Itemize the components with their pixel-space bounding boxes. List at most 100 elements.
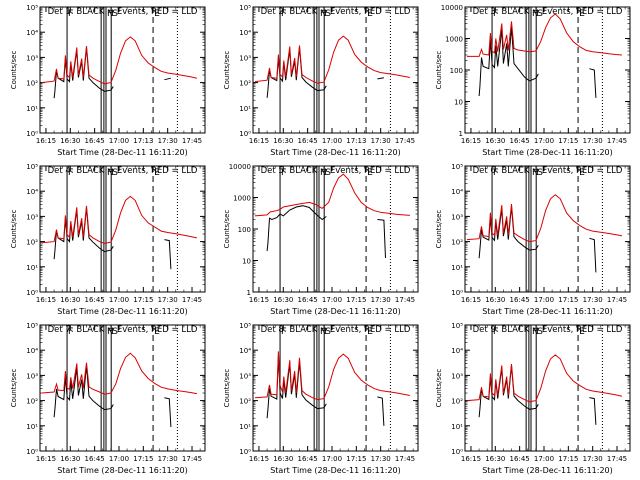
y-tick-label: 10⁰	[26, 448, 38, 456]
y-tick-label: 100	[450, 67, 463, 75]
y-tick-label: 10⁰	[26, 289, 38, 297]
x-tick-label: 17:45	[607, 137, 627, 145]
y-tick-label: 10²	[451, 398, 463, 406]
marker-label-n: N	[532, 168, 539, 178]
x-tick-label: 16:15	[461, 137, 481, 145]
y-tick-label: 1	[247, 289, 251, 297]
marker-label-e: E	[154, 9, 160, 19]
y-tick-label: 10⁰	[451, 448, 463, 456]
marker-label-e: E	[579, 327, 585, 337]
marker-label-s: S	[112, 9, 118, 19]
panel-title: Det 1: BLACK = Events, RED = LLD	[48, 7, 198, 17]
y-tick-label: 10³	[451, 213, 463, 221]
y-tick-label: 10²	[26, 239, 38, 247]
y-tick-label: 10¹	[239, 105, 251, 113]
marker-label-f: F	[493, 168, 498, 178]
detector-panel-8: 10⁰ 10¹ 10² 10³ 10⁴ 10⁵ 16:15 16:30 16:45 17:00 17…	[223, 322, 419, 475]
lld-series-line	[466, 13, 622, 57]
plot-frame	[464, 165, 631, 293]
x-tick-label: 16:45	[510, 296, 530, 304]
x-tick-label: 17:15	[133, 455, 153, 463]
x-tick-label: 17:30	[583, 137, 603, 145]
lld-series-line	[254, 351, 410, 401]
y-tick-label: 10⁵	[451, 322, 463, 330]
x-tick-label: 17:30	[158, 455, 178, 463]
marker-label-s: S	[325, 9, 331, 19]
x-tick-label: 16:45	[298, 137, 318, 145]
marker-label-f: F	[281, 9, 286, 19]
y-tick-label: 10¹	[26, 264, 38, 272]
x-tick-label: 16:15	[249, 455, 269, 463]
x-tick-label: 17:45	[395, 137, 415, 145]
marker-label-n: N	[107, 168, 114, 178]
y-tick-label: 10¹	[239, 423, 251, 431]
lld-series-line	[466, 194, 622, 243]
marker-label-e: E	[579, 168, 585, 178]
y-axis-label: Counts/sec	[435, 210, 443, 249]
x-tick-label: 17:30	[158, 296, 178, 304]
marker-label-s: S	[325, 168, 331, 178]
plot-frame	[39, 165, 206, 293]
x-tick-label: 17:15	[133, 296, 153, 304]
y-tick-label: 10³	[451, 372, 463, 380]
panel-title: Det 6: BLACK = Events, RED = LLD	[473, 166, 623, 176]
marker-label-e: E	[367, 9, 373, 19]
marker-label-f: F	[493, 9, 498, 19]
x-tick-label: 17:30	[583, 455, 603, 463]
x-tick-label: 17:00	[534, 455, 554, 463]
y-tick-label: 10	[454, 99, 463, 107]
x-tick-label: 17:15	[558, 296, 578, 304]
lld-series-line	[41, 195, 198, 244]
y-tick-label: 10¹	[451, 423, 463, 431]
marker-label-n: N	[107, 9, 114, 19]
y-tick-label: 10⁴	[26, 347, 38, 355]
x-tick-label: 16:45	[510, 455, 530, 463]
x-tick-label: 16:30	[60, 455, 80, 463]
lld-series-line	[254, 173, 410, 217]
y-tick-label: 10000	[229, 163, 251, 171]
x-tick-label: 17:45	[182, 137, 202, 145]
y-axis-label: Counts/sec	[223, 210, 231, 249]
x-tick-label: 17:00	[322, 455, 342, 463]
y-tick-label: 10⁴	[26, 188, 38, 196]
marker-label-s: S	[537, 9, 543, 19]
marker-label-e: E	[367, 168, 373, 178]
x-tick-label: 16:30	[60, 296, 80, 304]
panel-title: Det 2: BLACK = Events, RED = LLD	[261, 7, 411, 17]
x-tick-label: 17:00	[109, 455, 129, 463]
plot-frame	[252, 324, 419, 452]
y-tick-label: 10³	[26, 54, 38, 62]
marker-label-f: F	[68, 327, 73, 337]
x-tick-label: 17:15	[346, 455, 366, 463]
x-tick-label: 17:30	[371, 296, 391, 304]
marker-label-n: N	[107, 327, 114, 337]
y-tick-label: 10²	[26, 398, 38, 406]
marker-label-n: N	[532, 9, 539, 19]
x-tick-label: 16:15	[36, 137, 56, 145]
y-tick-label: 10⁴	[239, 29, 251, 37]
x-tick-label: 16:15	[249, 137, 269, 145]
y-tick-label: 10⁴	[26, 29, 38, 37]
x-tick-label: 16:30	[485, 296, 505, 304]
x-tick-label: 17:00	[109, 296, 129, 304]
y-axis-label: Counts/sec	[223, 369, 231, 408]
x-axis-label: Start Time (28-Dec-11 16:11:20)	[57, 148, 188, 157]
x-tick-label: 17:00	[322, 296, 342, 304]
x-axis-label: Start Time (28-Dec-11 16:11:20)	[482, 466, 613, 475]
y-tick-label: 10⁵	[26, 163, 38, 171]
x-tick-label: 16:15	[36, 296, 56, 304]
y-axis-label: Counts/sec	[10, 51, 18, 90]
detector-panel-6: 10⁰ 10¹ 10² 10³ 10⁴ 10⁵ 16:15 16:30 16:45 17:00 17…	[435, 163, 631, 316]
x-tick-label: 16:45	[85, 137, 105, 145]
detector-panel-4: 10⁰ 10¹ 10² 10³ 10⁴ 10⁵ 16:15 16:30 16:45 17:00 17…	[10, 163, 206, 316]
x-tick-label: 16:45	[510, 137, 530, 145]
x-tick-label: 17:45	[395, 455, 415, 463]
x-tick-label: 16:45	[85, 455, 105, 463]
detector-panel-3: 1 10 100 1000 10000 16:15 16:30 16:45 17:00 17:15…	[435, 4, 631, 157]
x-tick-label: 17:00	[109, 137, 129, 145]
y-tick-label: 10⁰	[26, 130, 38, 138]
lld-series-line	[41, 36, 198, 85]
x-tick-label: 17:15	[346, 296, 366, 304]
y-tick-label: 10¹	[451, 264, 463, 272]
detector-panel-1: 10⁰ 10¹ 10² 10³ 10⁴ 10⁵ 16:15 16:30 16:45 17:00 17…	[10, 4, 206, 157]
